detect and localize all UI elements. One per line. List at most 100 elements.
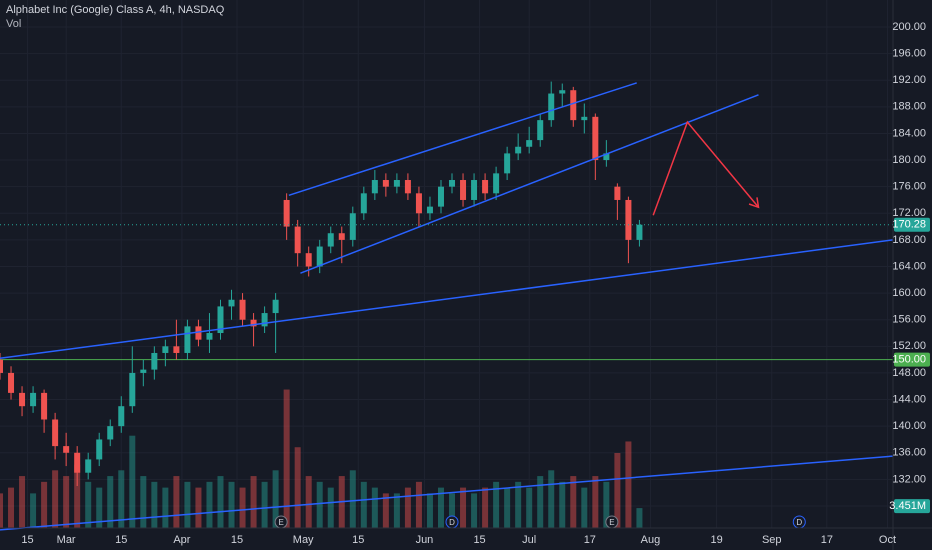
y-tick-label: 172.00 bbox=[892, 207, 926, 219]
volume-bar bbox=[471, 493, 478, 528]
candle-body bbox=[360, 193, 367, 214]
candle-body bbox=[625, 199, 632, 240]
candle-body bbox=[0, 359, 3, 373]
candle-body bbox=[449, 180, 456, 187]
candle-body bbox=[250, 319, 257, 327]
x-tick-label: 19 bbox=[710, 534, 722, 546]
y-tick-label: 168.00 bbox=[892, 234, 926, 246]
candle-body bbox=[371, 180, 378, 194]
volume-bar bbox=[140, 476, 147, 528]
candle-body bbox=[129, 372, 136, 407]
volume-bar bbox=[614, 453, 621, 528]
x-tick-label: Apr bbox=[173, 534, 190, 546]
volume-value-label-box bbox=[894, 499, 930, 514]
candle-body bbox=[228, 299, 235, 307]
candle-body bbox=[471, 180, 478, 200]
event-label: D bbox=[796, 518, 802, 527]
volume-bar bbox=[52, 470, 59, 528]
volume-bar bbox=[349, 470, 356, 528]
candle-body bbox=[118, 406, 125, 427]
y-tick-label: 144.00 bbox=[892, 393, 926, 405]
trendline bbox=[300, 94, 759, 274]
y-tick-label: 152.00 bbox=[892, 340, 926, 352]
arrow-head bbox=[748, 197, 760, 209]
volume-bar bbox=[371, 487, 378, 528]
candle-body bbox=[548, 93, 555, 121]
volume-bar bbox=[404, 487, 411, 528]
x-tick-label: Sep bbox=[762, 534, 782, 546]
candle-body bbox=[162, 346, 169, 353]
volume-bar bbox=[460, 487, 467, 528]
event-label: E bbox=[609, 518, 614, 527]
x-tick-label: 15 bbox=[473, 534, 485, 546]
volume-bar bbox=[415, 481, 422, 528]
x-tick-label: 15 bbox=[21, 534, 33, 546]
y-tick-label: 164.00 bbox=[892, 260, 926, 272]
candle-body bbox=[349, 213, 356, 240]
candle-body bbox=[239, 299, 246, 320]
volume-bar bbox=[526, 487, 533, 528]
volume-bar bbox=[261, 481, 268, 528]
volume-bar bbox=[382, 493, 389, 528]
last-price-label-box bbox=[894, 217, 930, 232]
candle-body bbox=[30, 392, 37, 407]
candle-body bbox=[504, 153, 511, 174]
candle-body bbox=[437, 186, 444, 207]
volume-bar bbox=[30, 493, 37, 528]
volume-bar bbox=[437, 487, 444, 528]
volume-bar bbox=[173, 476, 180, 528]
hline-label: 150.00 bbox=[892, 354, 926, 366]
x-tick-label: 15 bbox=[115, 534, 127, 546]
volume-bar bbox=[570, 476, 577, 528]
volume-bar bbox=[537, 476, 544, 528]
volume-bar bbox=[548, 470, 555, 528]
volume-bar bbox=[63, 476, 70, 528]
y-tick-label: 160.00 bbox=[892, 287, 926, 299]
candle-body bbox=[581, 116, 588, 121]
volume-bar bbox=[559, 481, 566, 528]
candle-body bbox=[515, 146, 522, 154]
y-tick-label: 196.00 bbox=[892, 48, 926, 60]
volume-bar bbox=[151, 481, 158, 528]
volume-bar bbox=[603, 481, 610, 528]
candle-body bbox=[404, 180, 411, 194]
volume-bar bbox=[162, 487, 169, 528]
y-tick-label: 188.00 bbox=[892, 101, 926, 113]
candle-body bbox=[482, 180, 489, 194]
volume-bar bbox=[305, 476, 312, 528]
candle-body bbox=[19, 392, 26, 407]
volume-bar bbox=[592, 476, 599, 528]
volume-bar bbox=[228, 481, 235, 528]
volume-bar bbox=[504, 487, 511, 528]
candle-body bbox=[460, 180, 467, 200]
candle-body bbox=[283, 199, 290, 227]
x-tick-label: 15 bbox=[231, 534, 243, 546]
candle-body bbox=[74, 452, 81, 473]
candle-body bbox=[294, 226, 301, 254]
candle-body bbox=[570, 90, 577, 121]
candle-body bbox=[426, 206, 433, 214]
y-tick-label: 136.00 bbox=[892, 447, 926, 459]
candle-body bbox=[41, 392, 48, 420]
volume-bar bbox=[184, 481, 191, 528]
candle-body bbox=[217, 306, 224, 334]
candle-body bbox=[559, 90, 566, 94]
candle-body bbox=[592, 116, 599, 161]
volume-bar bbox=[19, 476, 26, 528]
x-tick-label: Oct bbox=[879, 534, 896, 546]
candle-body bbox=[537, 120, 544, 141]
candle-body bbox=[493, 173, 500, 194]
volume-bar bbox=[107, 476, 114, 528]
volume-bar bbox=[250, 476, 257, 528]
axes: 128.00132.00136.00140.00144.00148.00152.… bbox=[21, 21, 930, 546]
candle-body bbox=[415, 193, 422, 214]
chart-title: Alphabet Inc (Google) Class A, 4h, NASDA… bbox=[6, 4, 225, 16]
volume-bar bbox=[206, 481, 213, 528]
volume-bar bbox=[239, 487, 246, 528]
candle-body bbox=[614, 186, 621, 200]
candle-body bbox=[63, 446, 70, 453]
candle-body bbox=[382, 180, 389, 187]
x-tick-label: Mar bbox=[57, 534, 76, 546]
